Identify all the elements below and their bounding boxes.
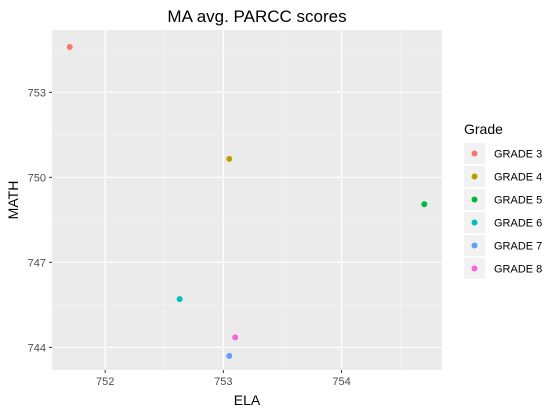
legend-label: GRADE 7 xyxy=(494,241,542,253)
legend: GRADE 3 GRADE 4 GRADE 5 GRADE 6 GRADE 7 GRADE… xyxy=(464,143,542,279)
legend-label: GRADE 3 xyxy=(494,149,542,161)
x-axis-title: ELA xyxy=(234,392,261,408)
y-tick-label: 747 xyxy=(28,257,46,269)
data-point xyxy=(232,334,239,341)
legend-marker xyxy=(471,265,478,272)
data-point xyxy=(176,296,183,303)
y-axis-title: MATH xyxy=(5,181,21,220)
grid-lines xyxy=(52,30,442,370)
data-point xyxy=(66,44,73,50)
data-point xyxy=(421,201,428,208)
legend-marker xyxy=(471,196,478,203)
data-point xyxy=(226,155,233,162)
legend-marker xyxy=(471,242,478,249)
y-tick-label: 744 xyxy=(28,342,46,354)
legend-title: Grade xyxy=(464,121,503,137)
legend-marker xyxy=(471,219,478,226)
data-point xyxy=(226,352,233,359)
legend-label: GRADE 6 xyxy=(494,218,542,230)
legend-marker xyxy=(471,173,478,180)
x-tick-label: 753 xyxy=(214,376,232,388)
chart-title: MA avg. PARCC scores xyxy=(167,7,346,26)
axis-ticks: 752 753 754 744 747 750 753 xyxy=(28,87,351,388)
data-points xyxy=(66,44,428,359)
y-tick-label: 753 xyxy=(28,87,46,99)
legend-label: GRADE 8 xyxy=(494,264,542,276)
legend-label: GRADE 4 xyxy=(494,172,542,184)
x-tick-label: 754 xyxy=(332,376,350,388)
legend-label: GRADE 5 xyxy=(494,195,542,207)
plot-panel xyxy=(52,30,442,370)
y-tick-label: 750 xyxy=(28,172,46,184)
legend-marker xyxy=(471,150,478,157)
x-tick-label: 752 xyxy=(96,376,114,388)
